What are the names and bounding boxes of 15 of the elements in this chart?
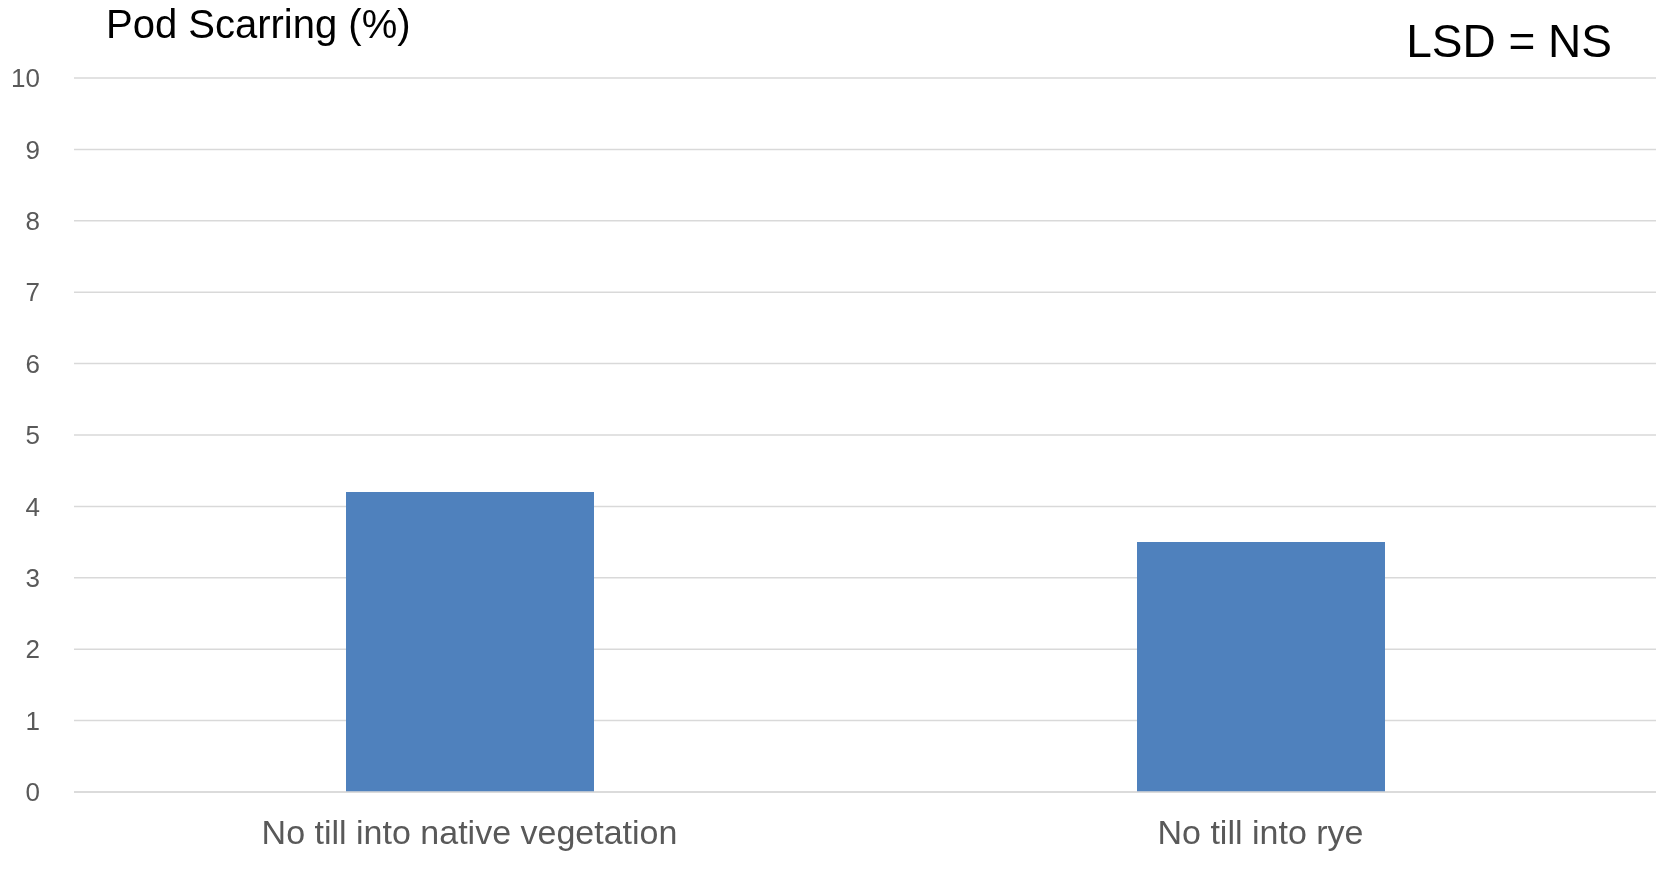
- text: LSD = NS: [1406, 14, 1612, 68]
- y-tick-label: 0: [25, 777, 40, 808]
- y-tick-label: 4: [25, 491, 40, 522]
- y-tick-label: 9: [25, 134, 40, 165]
- y-axis-title: Pod Scarring (%): [106, 2, 411, 47]
- y-tick-label: 8: [25, 206, 40, 237]
- x-tick-label: No till into rye: [1157, 813, 1364, 852]
- y-tick-label: 3: [25, 563, 40, 594]
- y-tick-label: 7: [25, 277, 40, 308]
- y-tick-label: 5: [25, 420, 40, 451]
- x-tick-label: No till into native vegetation: [261, 813, 678, 852]
- y-tick-label: 10: [11, 63, 40, 94]
- y-tick-label: 2: [25, 634, 40, 665]
- y-tick-label: 6: [25, 348, 40, 379]
- y-tick-label: 1: [25, 705, 40, 736]
